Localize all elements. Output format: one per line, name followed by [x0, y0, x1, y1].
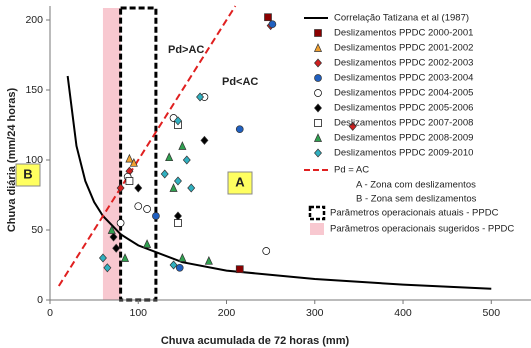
point — [235, 265, 244, 274]
y-tick-label: 100 — [25, 154, 43, 166]
x-tick-label: 500 — [483, 307, 501, 319]
point — [120, 253, 130, 262]
point — [98, 253, 107, 263]
point — [143, 239, 152, 248]
band — [102, 8, 121, 300]
point — [235, 125, 244, 134]
legend-label: Deslizamentos PPDC 2002-2003 — [334, 58, 473, 69]
y-tick-label: 50 — [31, 224, 43, 236]
point — [174, 176, 182, 186]
point — [174, 211, 182, 221]
annotation: Pd<AC — [222, 76, 258, 88]
legend-label: Deslizamentos PPDC 2005-2006 — [334, 103, 473, 114]
point — [204, 255, 213, 265]
point — [125, 153, 134, 163]
point — [178, 253, 187, 262]
legend-swatch — [314, 148, 322, 158]
point — [268, 20, 277, 29]
point — [196, 92, 205, 102]
point — [116, 183, 125, 193]
legend-label: Parâmetros operacionais sugeridos - PPDC — [330, 224, 514, 235]
annotation: B — [23, 166, 32, 181]
legend-note: B - Zona sem deslizamentos — [356, 194, 477, 205]
point — [262, 247, 271, 255]
point — [348, 121, 357, 131]
point — [174, 219, 182, 227]
y-tick-label: 200 — [25, 14, 43, 26]
legend-label: Parâmetros operacionais atuais - PPDC — [330, 208, 499, 219]
annotation-box — [15, 163, 41, 187]
point — [165, 152, 174, 162]
x-tick-label: 400 — [394, 307, 412, 319]
point — [134, 183, 143, 193]
point — [169, 183, 178, 192]
y-axis-label: Chuva diária (mm/24 horas) — [6, 88, 18, 233]
point — [169, 260, 178, 270]
legend-label: Deslizamentos PPDC 2003-2004 — [334, 73, 473, 84]
legend-label: Correlação Tatizana et al (1987) — [334, 13, 469, 24]
point — [200, 135, 209, 145]
point — [125, 177, 134, 185]
legend-label: Deslizamentos PPDC 2009-2010 — [334, 148, 473, 159]
annotation: Pd>AC — [168, 44, 204, 56]
point — [182, 155, 191, 165]
diagonal-line — [57, 5, 237, 287]
legend-note: A - Zona com deslizamentos — [356, 180, 476, 191]
legend-label: Deslizamentos PPDC 2001-2002 — [334, 43, 473, 54]
legend-swatch — [314, 103, 322, 113]
legend-label: Pd = AC — [334, 165, 369, 176]
x-tick-label: 0 — [47, 307, 53, 319]
point — [175, 263, 184, 272]
legend-swatch — [313, 133, 323, 142]
legend-label: Deslizamentos PPDC 2004-2005 — [334, 88, 473, 99]
point — [112, 243, 121, 253]
legend-label: Deslizamentos PPDC 2000-2001 — [334, 28, 473, 39]
legend-swatch — [314, 74, 322, 82]
point — [174, 116, 182, 126]
x-tick-label: 100 — [129, 307, 147, 319]
legend-swatch — [308, 205, 326, 221]
legend-swatch — [314, 58, 322, 68]
point — [143, 205, 151, 213]
legend-swatch — [314, 89, 322, 97]
legend-swatch — [310, 223, 324, 235]
x-tick-label: 300 — [306, 307, 324, 319]
legend-swatch — [314, 119, 322, 127]
point — [103, 263, 112, 273]
legend-swatch — [314, 29, 322, 37]
annotation: A — [235, 174, 245, 189]
point — [109, 232, 118, 242]
x-tick-label: 200 — [218, 307, 236, 319]
point — [264, 13, 272, 22]
point — [129, 157, 138, 167]
point — [160, 169, 169, 179]
y-tick-label: 0 — [37, 294, 43, 306]
x-axis-label: Chuva acumulada de 72 horas (mm) — [161, 335, 350, 347]
legend-label: Deslizamentos PPDC 2007-2008 — [334, 118, 473, 129]
curve — [66, 75, 492, 290]
y-tick-label: 150 — [25, 84, 43, 96]
point — [134, 202, 143, 211]
point — [116, 219, 125, 227]
annotation-box — [227, 171, 253, 195]
legend-swatch — [313, 43, 323, 52]
point — [152, 212, 160, 220]
point — [187, 183, 196, 193]
legend-label: Deslizamentos PPDC 2008-2009 — [334, 133, 473, 144]
point — [107, 225, 116, 234]
point — [178, 141, 187, 150]
